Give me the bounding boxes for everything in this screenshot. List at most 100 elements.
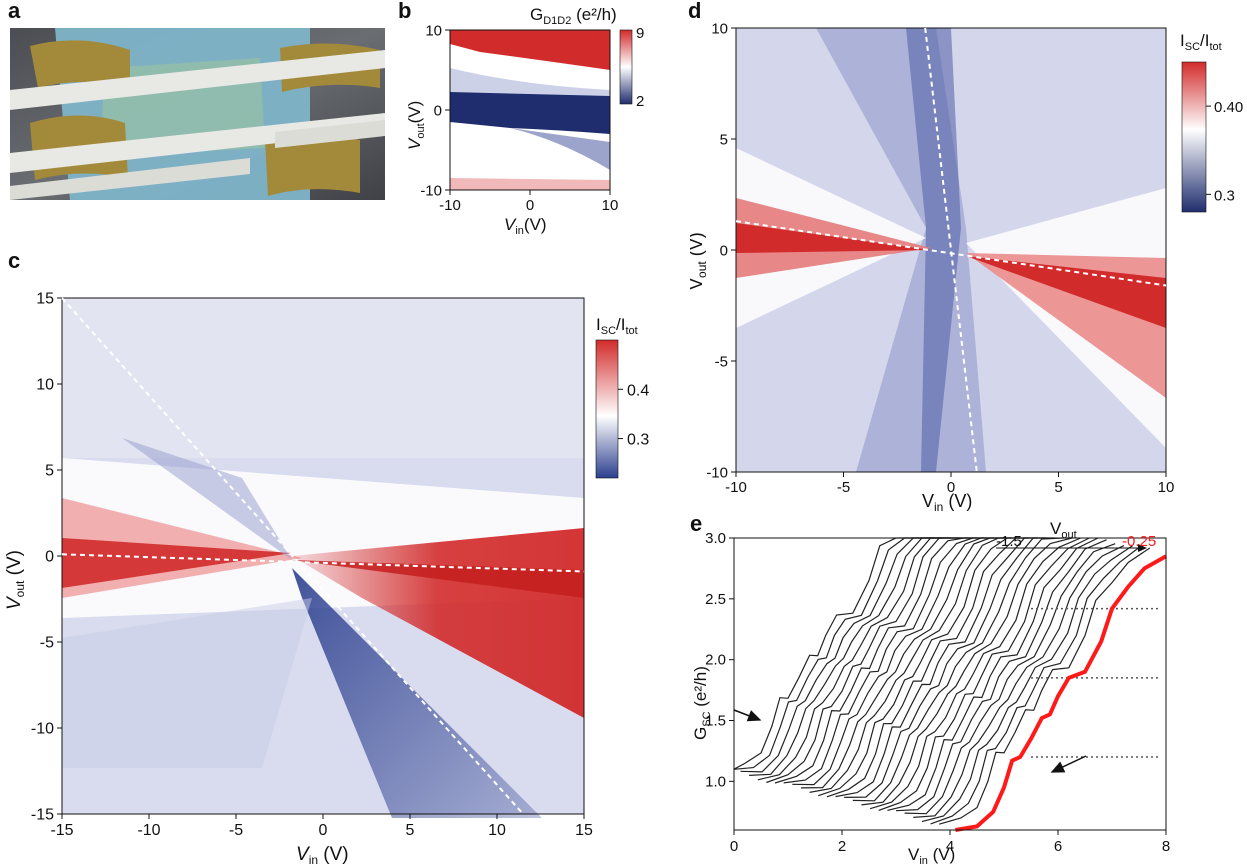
conductance-trace xyxy=(904,543,1116,815)
chart-c-ytick-label: 5 xyxy=(45,463,54,480)
chart-e-xtick-label: 8 xyxy=(1162,838,1170,855)
chart-b-xlabel: Vin(V) xyxy=(504,215,547,237)
conductance-trace xyxy=(844,537,1055,798)
chart-e-ytick-label: 1.0 xyxy=(705,773,726,790)
chart-c-xtick-label: 5 xyxy=(406,822,415,839)
conductance-trace xyxy=(783,537,995,784)
colorbar-d xyxy=(1181,61,1207,213)
chart-c-xtick-label: -15 xyxy=(50,822,73,839)
chart-d-xtick-label: 0 xyxy=(947,479,955,496)
device-micrograph xyxy=(10,28,385,200)
chart-c-ytick-label: -10 xyxy=(31,721,54,738)
chart-e-xtick-label: 0 xyxy=(730,838,738,855)
conductance-trace xyxy=(826,537,1038,798)
chart-c-dashed-line xyxy=(61,553,585,573)
top-axis-right-label: -0.25 xyxy=(1122,533,1156,550)
chart-b-title: GD1D2 (e²/h) xyxy=(530,5,617,27)
panel-label-a: a xyxy=(8,0,21,23)
conductance-trace xyxy=(757,537,969,781)
chart-b-ytick-label: -10 xyxy=(420,182,442,199)
conductance-trace xyxy=(852,537,1064,802)
chart-c-xtick-label: 0 xyxy=(319,822,328,839)
colorbar-b-min: 2 xyxy=(636,93,644,110)
chart-d-ytick-label: 10 xyxy=(711,20,728,37)
chart-c-ylabel: Vout (V) xyxy=(4,550,27,610)
chart-b-ylabel: Vout(V) xyxy=(405,101,427,150)
colorbar-d-tick-label: 0.40 xyxy=(1214,99,1243,116)
conductance-trace xyxy=(921,545,1133,823)
conductance-trace xyxy=(774,537,986,784)
chart-b-xtick-label: -10 xyxy=(439,197,461,214)
chart-e-ytick-label: 2.0 xyxy=(705,652,726,669)
chart-b-xtick-label: 10 xyxy=(602,197,619,214)
chart-b-ytick-label: 10 xyxy=(425,22,442,39)
chart-d: 10 5 0 -5 -10 -10 -5 0 5 10 0.40 0.3 ISC/Itot Vou… xyxy=(690,20,1243,514)
chart-d-xlabel: Vin (V) xyxy=(922,491,972,514)
colorbar-d-tick-label: 0.3 xyxy=(1214,187,1235,204)
chart-b-ytick-label: 0 xyxy=(434,102,442,119)
colorbar-b-max: 9 xyxy=(636,25,644,42)
highlight-trace xyxy=(955,554,1167,832)
chart-d-xtick-label: -10 xyxy=(725,479,747,496)
conductance-trace xyxy=(887,537,1099,811)
chart-d-ytick-label: -5 xyxy=(715,353,728,370)
panel-label-e: e xyxy=(690,511,703,536)
feature-arrow-left xyxy=(733,709,762,722)
conductance-trace xyxy=(930,545,1142,825)
chart-c-xtick-label: -10 xyxy=(137,822,160,839)
chart-c-ytick-label: -15 xyxy=(31,807,54,824)
conductance-trace xyxy=(861,537,1073,806)
panel-label-c: c xyxy=(8,248,21,273)
conductance-trace xyxy=(869,537,1081,810)
conductance-trace xyxy=(740,537,952,773)
chart-c-ytick-label: 0 xyxy=(45,549,54,566)
chart-c-dashed-line xyxy=(61,297,524,815)
conductance-trace xyxy=(913,545,1125,818)
conductance-trace xyxy=(818,537,1029,797)
colorbar-c-label: ISC/Itot xyxy=(596,315,638,337)
panel-label-b: b xyxy=(398,0,412,23)
conductance-trace xyxy=(792,537,1003,786)
conductance-trace xyxy=(878,537,1090,811)
chart-d-ytick-label: -10 xyxy=(706,464,728,481)
chart-e-ytick-label: 3.0 xyxy=(705,530,726,547)
chart-c-xtick-label: 15 xyxy=(575,822,593,839)
chart-e-ytick-label: 1.5 xyxy=(705,713,726,730)
conductance-trace xyxy=(939,547,1151,825)
chart-c-ytick-label: 10 xyxy=(36,377,54,394)
chart-d-dashed-line xyxy=(924,27,978,473)
top-axis-label: Vout xyxy=(1050,519,1077,541)
chart-e-xtick-label: 6 xyxy=(1054,838,1062,855)
chart-e-xtick-label: 2 xyxy=(838,838,846,855)
chart-d-dashed-line xyxy=(735,220,1167,287)
chart-c-xtick-label: -5 xyxy=(229,822,243,839)
chart-e-ylabel: GSC (e²/h) xyxy=(691,666,713,740)
chart-e-xtick-label: 4 xyxy=(946,838,954,855)
chart-c: 15 10 5 0 -5 -10 -15 -15 -10 -5 0 5 10 15 0.4 0.3 ISC… xyxy=(4,291,649,867)
colorbar-c xyxy=(595,339,619,479)
chart-c-ytick-label: -5 xyxy=(40,635,54,652)
chart-d-ylabel: Vout (V) xyxy=(690,232,709,290)
chart-d-xtick-label: -5 xyxy=(837,479,850,496)
panel-label-d: d xyxy=(688,0,702,23)
colorbar-c-tick-label: 0.4 xyxy=(627,382,649,399)
chart-d-xtick-label: 5 xyxy=(1054,479,1062,496)
conductance-trace xyxy=(749,537,960,776)
colorbar-d-label: ISC/Itot xyxy=(1180,31,1222,53)
chart-e: 3.0 2.5 2.0 1.5 1.0 0 2 4 6 8 -1.5 -0.25 Vout GS… xyxy=(691,519,1170,867)
conductance-trace xyxy=(800,537,1012,789)
chart-b-xtick-label: 0 xyxy=(526,197,534,214)
conductance-trace xyxy=(733,537,943,770)
feature-arrow-right xyxy=(1050,755,1087,773)
top-axis-left-label: -1.5 xyxy=(996,533,1022,550)
chart-c-xlabel: Vin (V) xyxy=(296,844,349,867)
conductance-trace xyxy=(835,537,1047,798)
colorbar-c-tick-label: 0.3 xyxy=(627,432,649,449)
chart-c-xtick-label: 10 xyxy=(488,822,506,839)
chart-e-ytick-label: 2.5 xyxy=(705,591,726,608)
chart-d-ytick-label: 5 xyxy=(720,131,728,148)
conductance-trace xyxy=(809,537,1021,793)
conductance-trace xyxy=(733,537,934,770)
chart-d-xtick-label: 10 xyxy=(1158,479,1175,496)
chart-c-ytick-label: 15 xyxy=(36,291,54,308)
